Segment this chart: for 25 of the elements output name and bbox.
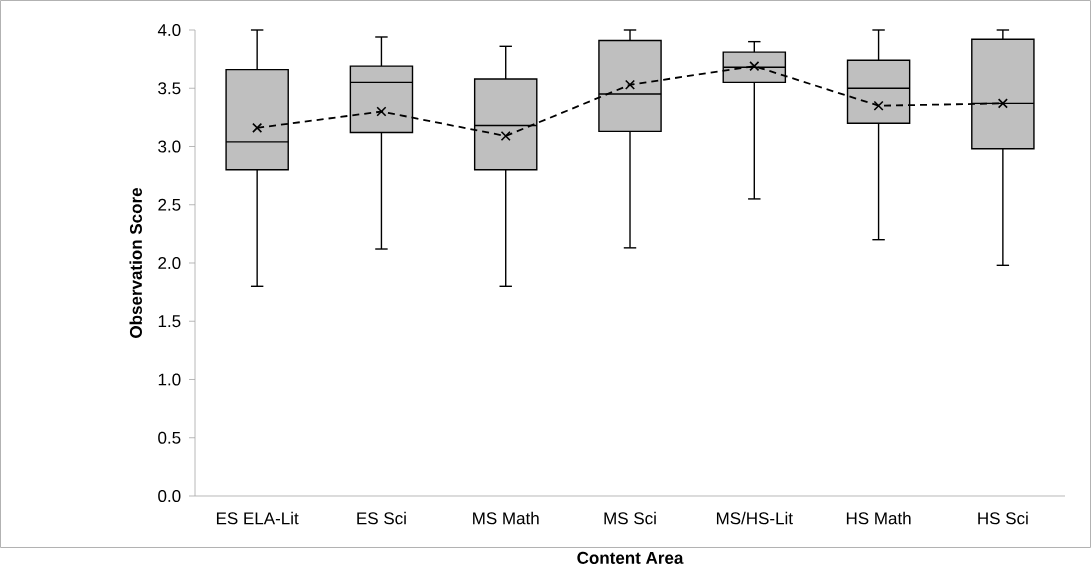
y-tick-label: 4.0 [157,24,181,37]
point [500,131,511,142]
point [749,61,760,72]
y-tick-label: 0.0 [158,490,181,503]
x-tick-label: ES ELA-Lit [216,512,299,525]
y-axis-title: Observation Score [129,188,142,339]
y-tick-label: 3.0 [158,140,181,153]
y-tick-label: 2.5 [158,198,181,211]
x-tick-label: MS/HS-Lit [716,512,793,525]
point [252,123,263,134]
point [376,106,387,117]
point [624,79,636,90]
x-tick-label: ES Sci [357,512,406,525]
x-axis-title: Content Area [577,552,684,565]
x-tick-label: HS Sci [978,512,1028,525]
y-tick-label: 1.5 [158,315,181,328]
x-tick-label: HS Math [846,512,911,525]
point [873,100,884,111]
x-tick-label: MS Math [473,512,539,525]
y-tick-label: 1.0 [158,373,181,386]
y-tick-label: 2.0 [158,257,181,270]
y-tick-label: 0.5 [158,431,181,444]
x-tick-label: MS Sci [604,512,656,525]
point [997,98,1008,109]
y-tick-label: 3.5 [158,82,181,95]
